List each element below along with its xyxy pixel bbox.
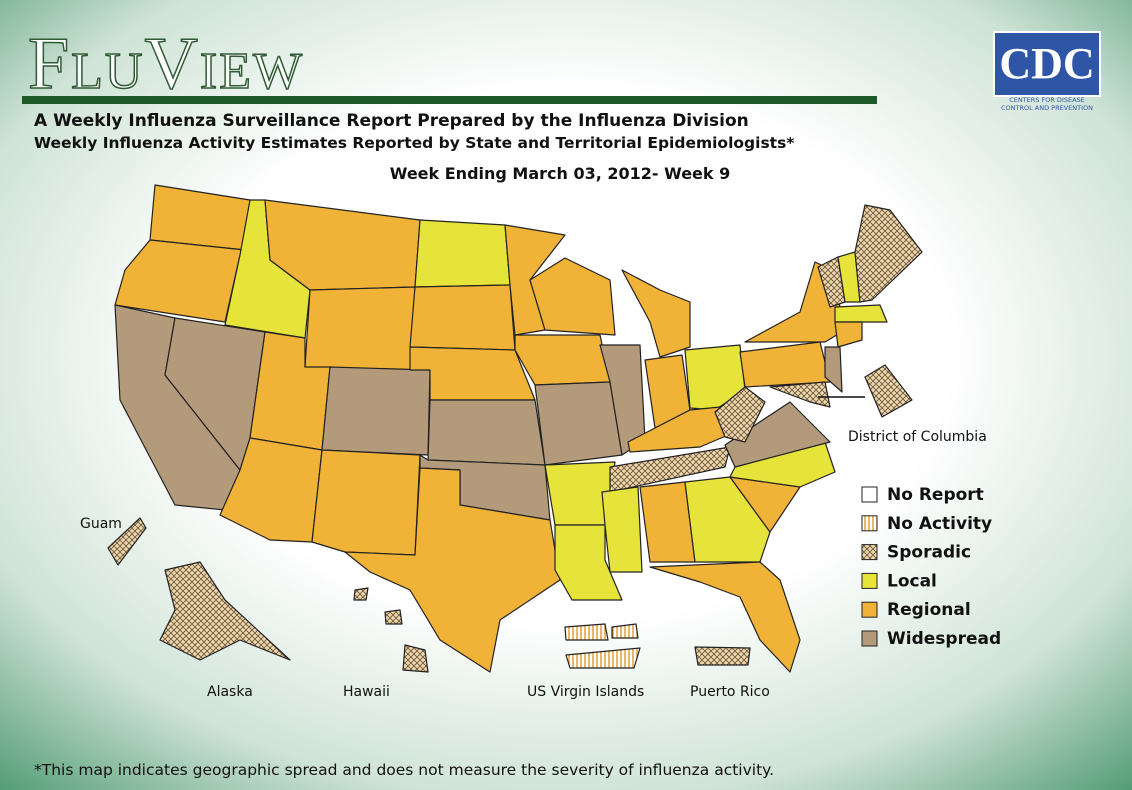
region bbox=[854, 204, 923, 303]
region bbox=[384, 609, 403, 625]
region bbox=[564, 623, 609, 641]
region bbox=[694, 646, 751, 666]
region bbox=[864, 364, 913, 418]
region bbox=[409, 284, 516, 351]
legend-label: Local bbox=[887, 571, 937, 591]
legend-swatch bbox=[861, 572, 878, 589]
region bbox=[684, 476, 771, 563]
region bbox=[107, 517, 147, 566]
region bbox=[609, 446, 731, 493]
region bbox=[353, 587, 369, 601]
region bbox=[159, 561, 291, 661]
region bbox=[824, 346, 843, 393]
legend-label: No Report bbox=[887, 485, 984, 505]
region bbox=[834, 304, 888, 323]
cdc-tagline: Control and Prevention bbox=[1001, 104, 1093, 112]
cdc-logo: CDC Centers for Disease Control and Prev… bbox=[993, 31, 1101, 112]
header-rule bbox=[22, 96, 877, 104]
region bbox=[601, 486, 643, 573]
region bbox=[414, 219, 511, 288]
region bbox=[724, 401, 831, 468]
region bbox=[304, 286, 416, 371]
legend-label: Sporadic bbox=[887, 543, 971, 563]
legend: No Report No Activity Sporadic Local Regiona… bbox=[861, 485, 1001, 649]
legend-swatch bbox=[861, 630, 878, 647]
map-label: District of Columbia bbox=[848, 429, 987, 445]
week: Week Ending March 03, 2012- Week 9 bbox=[390, 164, 731, 183]
legend-swatch bbox=[861, 486, 878, 503]
region bbox=[621, 269, 691, 358]
footnote: *This map indicates geographic spread an… bbox=[34, 761, 774, 779]
region bbox=[427, 399, 546, 466]
region bbox=[321, 366, 431, 456]
legend-label: Widespread bbox=[887, 629, 1001, 649]
region bbox=[311, 449, 421, 556]
map-label: Hawaii bbox=[343, 684, 390, 700]
cdc-tagline: Centers for Disease bbox=[1009, 96, 1085, 104]
region bbox=[402, 644, 429, 673]
region bbox=[344, 467, 561, 673]
region bbox=[834, 321, 863, 348]
title: A Weekly Influenza Surveillance Report P… bbox=[34, 111, 749, 131]
legend-label: Regional bbox=[887, 600, 971, 620]
region bbox=[611, 623, 639, 639]
subtitle: Weekly Influenza Activity Estimates Repo… bbox=[34, 134, 794, 152]
logo: FluView bbox=[28, 23, 304, 105]
legend-label: No Activity bbox=[887, 514, 992, 534]
region bbox=[534, 381, 623, 466]
map-label: Alaska bbox=[207, 684, 253, 700]
map-label: Puerto Rico bbox=[690, 684, 770, 700]
region bbox=[565, 647, 641, 669]
legend-swatch bbox=[861, 544, 878, 561]
region bbox=[529, 257, 616, 336]
map-label: Guam bbox=[80, 516, 122, 532]
region bbox=[769, 381, 831, 408]
legend-swatch bbox=[861, 515, 878, 532]
cdc-name: CDC bbox=[999, 39, 1094, 88]
region bbox=[714, 386, 766, 443]
map bbox=[107, 184, 923, 673]
legend-swatch bbox=[861, 601, 878, 618]
map-label: US Virgin Islands bbox=[527, 684, 644, 700]
region bbox=[649, 561, 801, 673]
